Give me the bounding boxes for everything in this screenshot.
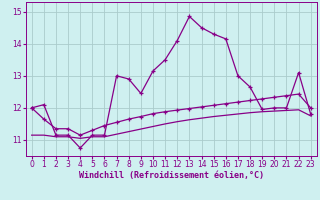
X-axis label: Windchill (Refroidissement éolien,°C): Windchill (Refroidissement éolien,°C) [79, 171, 264, 180]
